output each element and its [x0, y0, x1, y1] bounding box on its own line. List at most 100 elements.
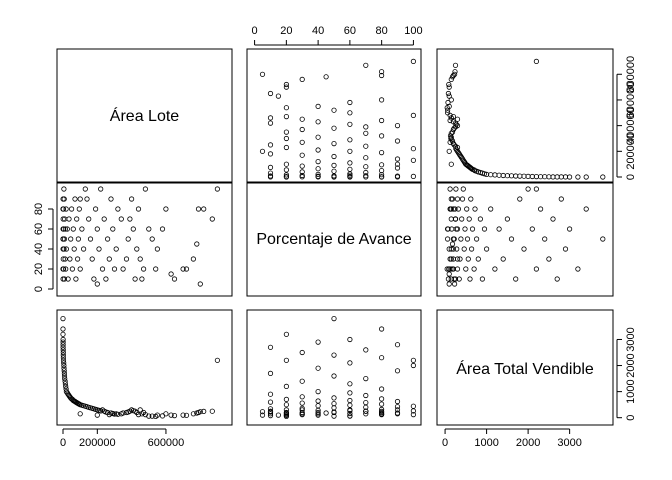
- point-1-2-0: [533, 186, 540, 192]
- point-1-2-71: [492, 266, 498, 272]
- point-0-1-19: [267, 115, 274, 121]
- right-area-lote-tick-label-3: 600000: [625, 82, 637, 119]
- point-1-2-87: [558, 196, 564, 202]
- point-0-2-93: [448, 161, 454, 167]
- point-2-1-81: [283, 357, 289, 363]
- point-0-2-21: [447, 117, 453, 124]
- point-1-0-27: [125, 236, 131, 242]
- point-1-2-61: [469, 226, 476, 232]
- point-0-1-45: [267, 151, 274, 157]
- point-1-0-12: [159, 226, 166, 232]
- point-2-1-3: [259, 409, 266, 415]
- point-0-1-87: [394, 174, 401, 180]
- point-1-0-40: [99, 266, 106, 272]
- point-2-0-91: [60, 326, 66, 332]
- point-1-0-69: [63, 246, 70, 252]
- point-2-1-40: [283, 407, 289, 413]
- point-0-1-89: [347, 174, 353, 180]
- point-2-1-32: [315, 411, 321, 417]
- point-1-0-93: [77, 196, 83, 202]
- point-1-2-14: [444, 266, 450, 272]
- point-0-1-60: [315, 166, 321, 172]
- point-1-0-15: [149, 236, 155, 242]
- point-1-0-3: [197, 281, 203, 287]
- point-1-2-41: [453, 186, 459, 192]
- point-1-2-34: [449, 226, 455, 232]
- point-2-0-84: [60, 349, 66, 356]
- point-2-1-66: [363, 392, 369, 399]
- point-0-2-4: [450, 72, 456, 79]
- point-0-2-24: [453, 121, 459, 127]
- panel-frame-1-1: [246, 181, 422, 297]
- point-2-0-7: [183, 412, 190, 418]
- point-0-1-71: [283, 172, 289, 178]
- point-1-2-92: [600, 236, 606, 242]
- panel-frame-2-1: [246, 309, 422, 426]
- point-1-2-53: [463, 266, 469, 272]
- point-1-0-43: [94, 226, 100, 232]
- point-2-1-86: [267, 344, 274, 350]
- point-2-0-2: [201, 408, 207, 414]
- left-porcentaje-tick-label-1: 20: [33, 263, 45, 275]
- point-1-2-4: [450, 206, 456, 212]
- point-2-1-47: [331, 405, 337, 411]
- panel-frame-2-0: [56, 309, 233, 426]
- point-2-1-34: [347, 410, 353, 417]
- point-1-2-78: [521, 246, 527, 252]
- point-2-1-5: [323, 410, 329, 416]
- point-2-0-79: [61, 362, 67, 369]
- point-1-0-31: [115, 206, 121, 212]
- right-area-total-tick-label-0: 0: [625, 415, 637, 421]
- point-2-1-74: [363, 375, 369, 382]
- point-1-0-51: [81, 246, 87, 252]
- point-0-1-52: [347, 160, 353, 166]
- left-porcentaje-tick-label-0: 0: [33, 286, 45, 292]
- point-2-1-79: [410, 362, 416, 369]
- point-1-2-63: [472, 206, 478, 212]
- point-0-1-62: [283, 167, 289, 173]
- point-1-2-94: [446, 281, 452, 287]
- point-0-1-31: [378, 133, 385, 139]
- point-1-2-29: [449, 266, 456, 272]
- point-0-1-50: [410, 157, 416, 163]
- point-2-1-25: [394, 407, 401, 413]
- point-2-1-19: [267, 411, 274, 417]
- point-1-2-80: [529, 226, 535, 232]
- point-2-0-6: [190, 411, 196, 417]
- point-0-2-20: [454, 116, 461, 122]
- point-0-1-54: [378, 162, 385, 168]
- point-0-1-14: [283, 105, 289, 111]
- point-2-1-92: [331, 315, 337, 322]
- point-0-1-25: [394, 123, 401, 129]
- diagonal-label-0: Área Lote: [110, 106, 179, 125]
- point-1-0-7: [183, 266, 190, 272]
- point-1-2-69: [483, 246, 490, 252]
- point-0-1-2: [378, 69, 385, 75]
- point-1-0-45: [91, 276, 97, 282]
- point-2-1-85: [363, 347, 369, 353]
- point-1-2-45: [456, 276, 462, 282]
- point-2-0-14: [153, 413, 159, 419]
- point-2-0-80: [61, 360, 67, 366]
- point-0-1-17: [410, 112, 416, 119]
- point-0-2-90: [575, 174, 581, 180]
- point-0-1-56: [299, 163, 305, 169]
- point-1-2-70: [488, 206, 494, 212]
- point-2-0-86: [60, 344, 66, 350]
- point-1-0-5: [194, 241, 200, 247]
- point-2-0-28: [123, 409, 130, 416]
- point-0-1-29: [283, 129, 289, 135]
- point-0-1-94: [259, 148, 266, 154]
- point-1-0-28: [123, 256, 130, 262]
- point-1-2-43: [454, 226, 461, 232]
- point-1-0-71: [63, 266, 69, 272]
- point-1-0-24: [130, 226, 136, 232]
- panel-frame-0-1: [246, 48, 422, 184]
- point-1-2-51: [461, 246, 467, 252]
- point-1-2-59: [468, 196, 474, 202]
- point-0-2-8: [446, 84, 452, 90]
- point-0-1-38: [267, 142, 274, 148]
- point-1-0-72: [62, 226, 69, 232]
- point-0-1-65: [299, 169, 305, 175]
- point-1-2-79: [525, 186, 531, 192]
